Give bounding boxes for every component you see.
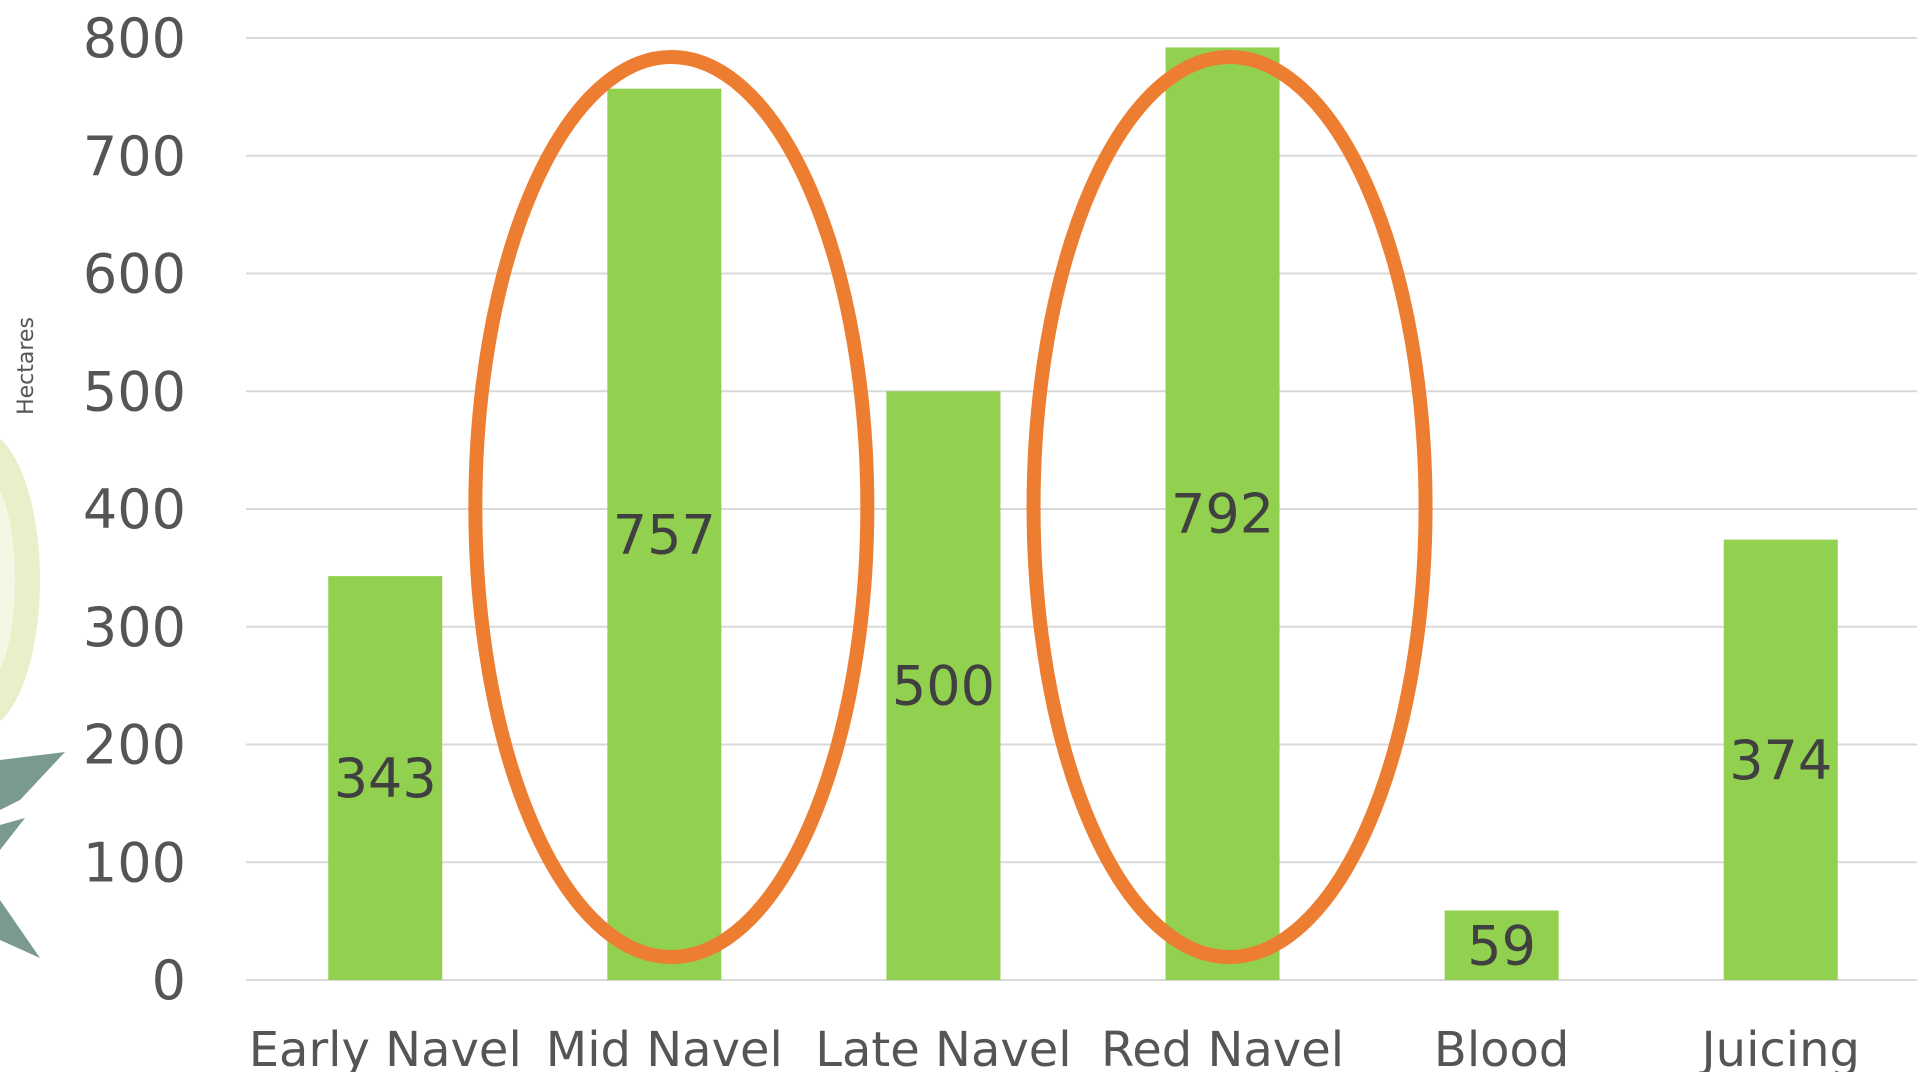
x-tick-label: Late Navel [815, 1022, 1071, 1072]
highlight-ellipse [468, 50, 875, 964]
x-tick-label: Blood [1434, 1022, 1569, 1072]
y-tick-label: 300 [83, 596, 186, 659]
gridlines [246, 37, 1917, 981]
y-tick-label: 0 [152, 949, 186, 1012]
bar [886, 391, 1001, 980]
x-tick-label: Mid Navel [546, 1022, 783, 1072]
y-tick-label: 400 [83, 478, 186, 541]
bar-data-label: 757 [613, 503, 716, 566]
x-tick-label: Juicing [1698, 1022, 1860, 1072]
bars [328, 47, 1838, 981]
y-tick-label: 600 [83, 243, 186, 306]
bar-data-label: 792 [1171, 483, 1274, 546]
bar [1165, 47, 1280, 981]
bar-data-label: 374 [1729, 729, 1832, 792]
bar [607, 88, 722, 980]
x-axis-ticks: Early Navel Mid Navel Late Navel Red Navel B… [249, 1022, 1860, 1077]
y-tick-label: 800 [83, 7, 186, 70]
y-tick-label: 700 [83, 125, 186, 188]
bar [328, 576, 443, 980]
y-axis-ticks: 0 100 200 300 400 500 600 700 800 [83, 7, 186, 1012]
orange-slice-watermark-icon [0, 438, 65, 958]
bar-data-label: 500 [892, 655, 995, 718]
highlight-ellipses [468, 50, 1433, 964]
y-tick-label: 100 [83, 831, 186, 894]
bar-data-label: 343 [334, 747, 437, 810]
bar [1444, 910, 1559, 980]
y-tick-label: 200 [83, 714, 186, 777]
bar-data-label: 59 [1467, 914, 1536, 977]
x-tick-label: Red Navel [1101, 1022, 1344, 1072]
bar [1723, 539, 1838, 980]
highlight-ellipse [1026, 50, 1433, 964]
x-tick-label: Early Navel [249, 1022, 522, 1072]
y-axis-label: Hectares [14, 317, 39, 415]
data-labels: 343 757 500 792 59 374 [334, 483, 1833, 978]
y-tick-label: 500 [83, 360, 186, 423]
